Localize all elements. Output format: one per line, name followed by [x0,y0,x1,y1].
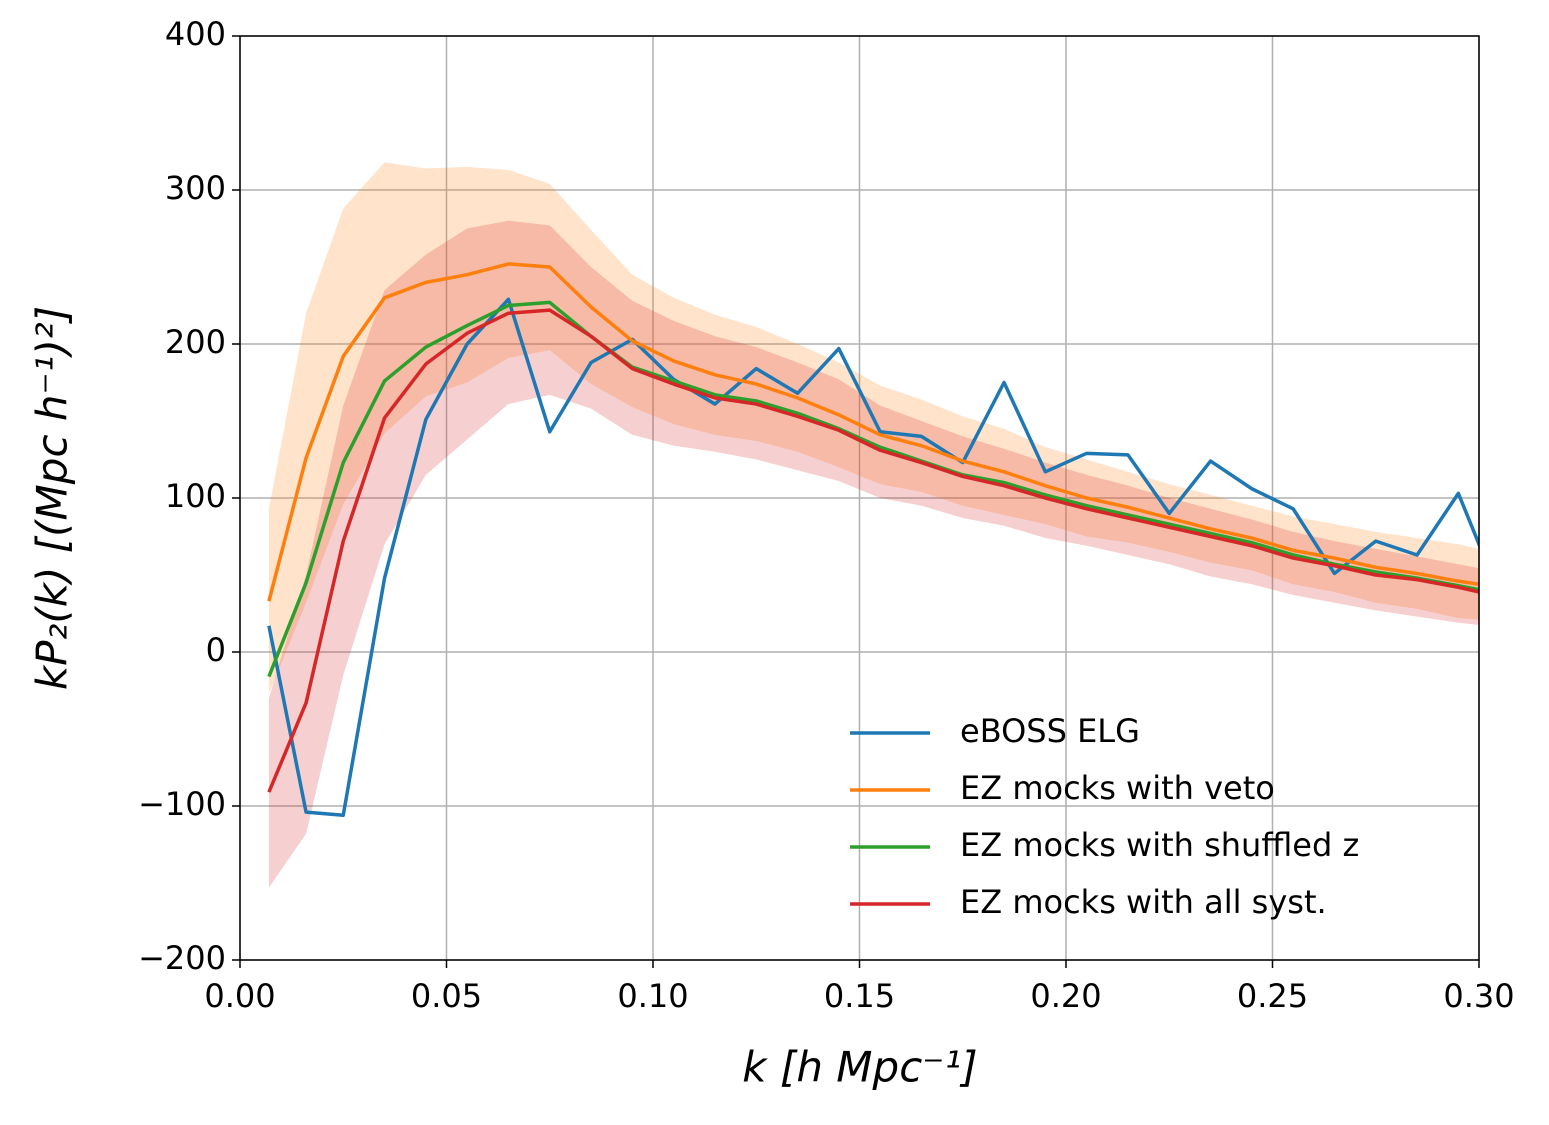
x-tick-label: 0.15 [824,977,895,1015]
x-tick-label: 0.00 [204,977,275,1015]
x-tick-label: 0.30 [1443,977,1514,1015]
line [267,262,1479,602]
error-band [268,162,1479,694]
line [267,308,1479,793]
legend-label: eBOSS ELG [960,712,1140,750]
line [267,300,1479,678]
error-band [268,220,1479,888]
legend-label: EZ mocks with veto [960,769,1275,807]
y-tick-label: 100 [165,477,226,515]
x-tick-label: 0.10 [617,977,688,1015]
x-tick-label: 0.05 [411,977,482,1015]
legend-label: EZ mocks with all syst. [960,883,1327,921]
y-tick-label: 300 [165,169,226,207]
x-tick-label: 0.25 [1237,977,1308,1015]
line [267,297,1479,817]
plot-area [267,162,1479,888]
legend: eBOSS ELG EZ mocks with veto EZ mocks with… [850,712,1359,921]
legend-label: EZ mocks with shuffled z [960,826,1359,864]
y-tick-label: 400 [165,15,226,53]
y-axis-label: kP₂(k) [(Mpc h⁻¹)²] [28,306,77,690]
x-tick-label: 0.20 [1030,977,1101,1015]
y-tick-label: −200 [138,939,226,977]
y-tick-label: −100 [138,785,226,823]
x-axis-label: k [h Mpc⁻¹] [742,1043,977,1092]
y-tick-label: 0 [206,631,226,669]
ticks: 0.00 0.05 0.10 0.15 0.20 0.25 0.30 −200 −100 0 100… [138,15,1515,1015]
y-tick-label: 200 [165,323,226,361]
